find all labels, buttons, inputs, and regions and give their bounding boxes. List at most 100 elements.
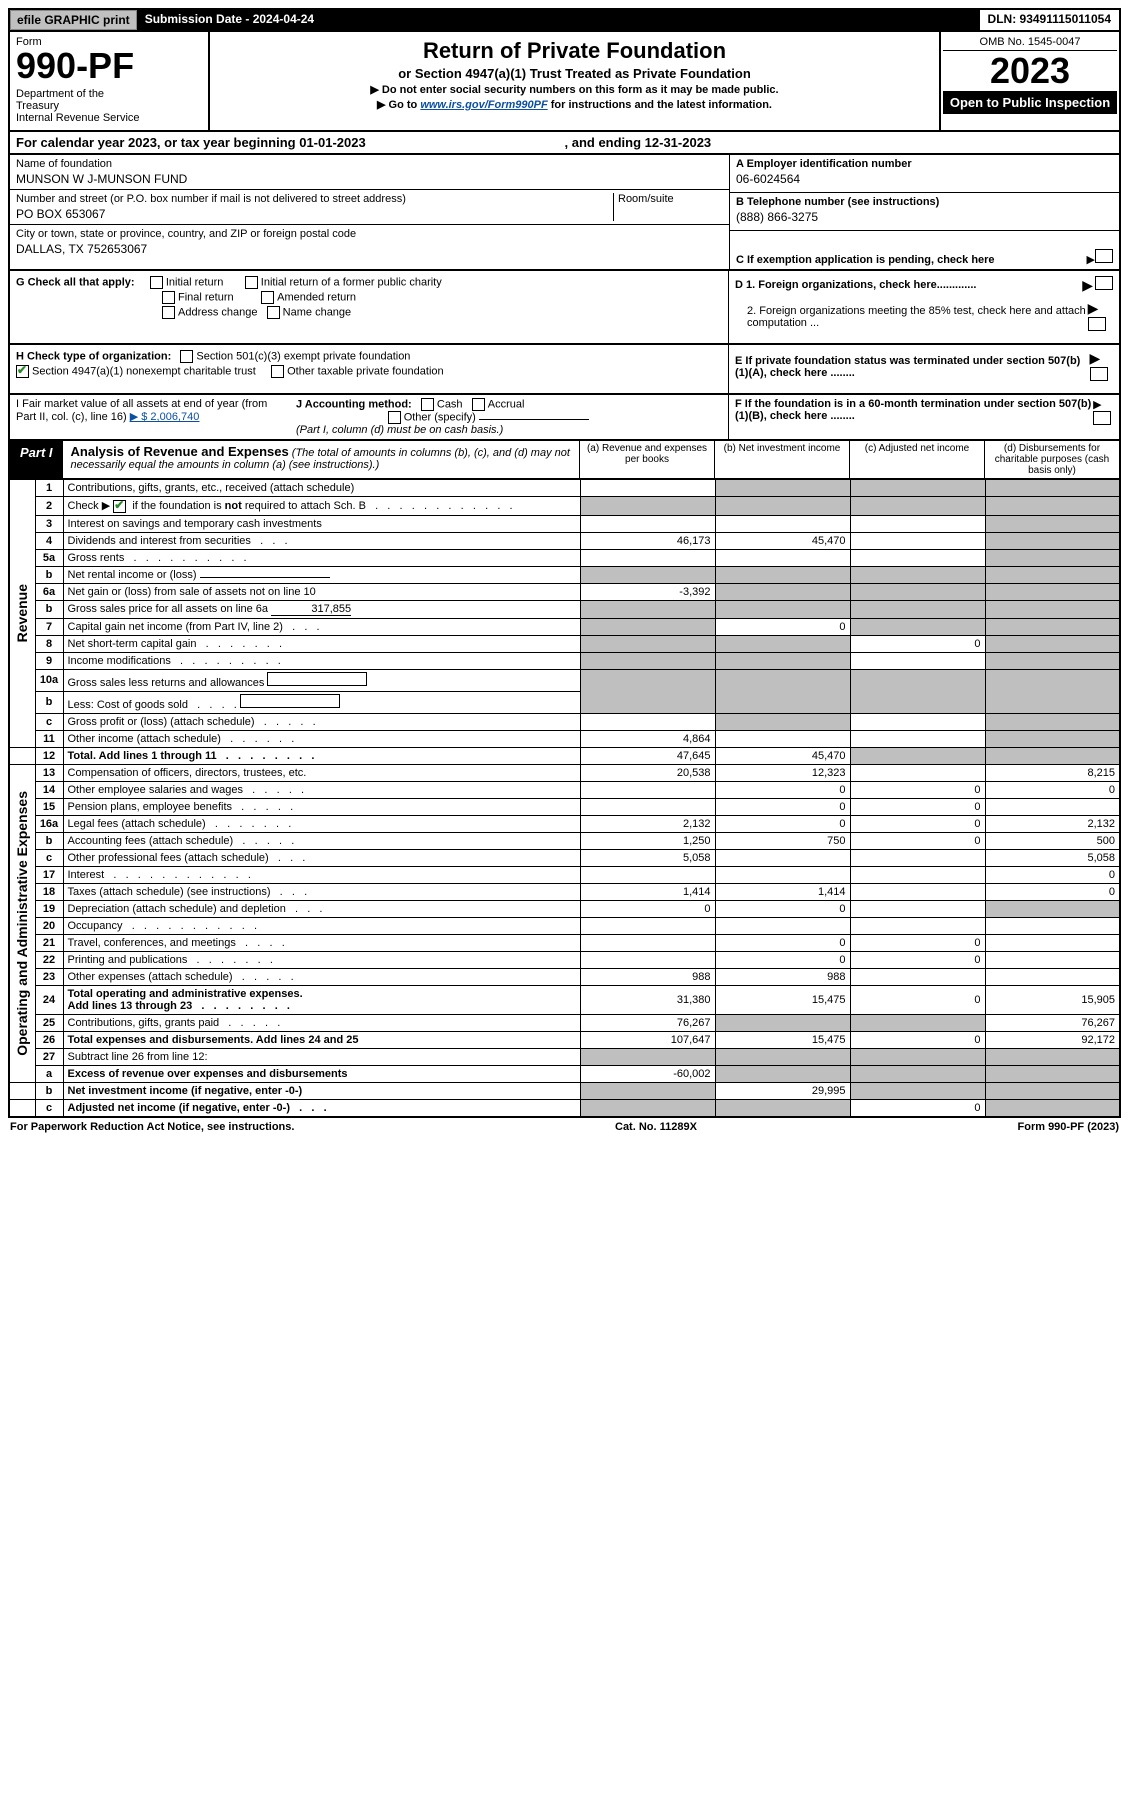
- form-subtitle: or Section 4947(a)(1) Trust Treated as P…: [218, 66, 931, 81]
- city-label: City or town, state or province, country…: [16, 228, 723, 240]
- table-row: 18Taxes (attach schedule) (see instructi…: [9, 883, 1120, 900]
- street-label: Number and street (or P.O. box number if…: [16, 193, 613, 205]
- form-title: Return of Private Foundation: [218, 38, 931, 64]
- table-row: Revenue 1Contributions, gifts, grants, e…: [9, 480, 1120, 497]
- table-row: cAdjusted net income (if negative, enter…: [9, 1099, 1120, 1117]
- j-accrual[interactable]: [472, 398, 485, 411]
- table-row: 12Total. Add lines 1 through 11 . . . . …: [9, 747, 1120, 764]
- e-label: E If private foundation status was termi…: [735, 355, 1080, 379]
- calendar-row: For calendar year 2023, or tax year begi…: [8, 132, 1121, 155]
- g-address-change[interactable]: [162, 306, 175, 319]
- h-4947[interactable]: [16, 365, 29, 378]
- street: PO BOX 653067: [16, 207, 613, 221]
- g-prefix: G Check all that apply:: [16, 276, 135, 288]
- g-final-return[interactable]: [162, 291, 175, 304]
- efile-print-button[interactable]: efile GRAPHIC print: [10, 10, 137, 30]
- f-checkbox[interactable]: [1093, 411, 1111, 425]
- table-row: cGross profit or (loss) (attach schedule…: [9, 713, 1120, 730]
- col-d-head: (d) Disbursements for charitable purpose…: [984, 441, 1119, 478]
- j-cash[interactable]: [421, 398, 434, 411]
- warn-link-line: ▶ Go to www.irs.gov/Form990PF for instru…: [218, 98, 931, 111]
- dept-treasury: Department of theTreasuryInternal Revenu…: [16, 88, 202, 124]
- revenue-label: Revenue: [14, 578, 30, 648]
- warn-ssn: ▶ Do not enter social security numbers o…: [218, 83, 931, 96]
- omb-number: OMB No. 1545-0047: [943, 34, 1117, 51]
- table-row: 6aNet gain or (loss) from sale of assets…: [9, 583, 1120, 600]
- f-label: F If the foundation is in a 60-month ter…: [735, 398, 1091, 422]
- table-row: 11Other income (attach schedule) . . . .…: [9, 730, 1120, 747]
- col-a-head: (a) Revenue and expenses per books: [579, 441, 714, 478]
- foundation-name: MUNSON W J-MUNSON FUND: [16, 172, 723, 186]
- d1-label: D 1. Foreign organizations, check here..…: [735, 279, 976, 291]
- table-row: 3Interest on savings and temporary cash …: [9, 515, 1120, 532]
- table-row: 7Capital gain net income (from Part IV, …: [9, 618, 1120, 635]
- table-row: 20Occupancy . . . . . . . . . . .: [9, 917, 1120, 934]
- table-row: 17Interest . . . . . . . . . . . .0: [9, 866, 1120, 883]
- c-checkbox[interactable]: [1095, 249, 1113, 263]
- submission-date: Submission Date - 2024-04-24: [137, 10, 980, 30]
- table-row: 15Pension plans, employee benefits . . .…: [9, 798, 1120, 815]
- j-note: (Part I, column (d) must be on cash basi…: [296, 424, 722, 436]
- table-row: 19Depreciation (attach schedule) and dep…: [9, 900, 1120, 917]
- identity-block: Name of foundation MUNSON W J-MUNSON FUN…: [8, 155, 1121, 271]
- table-row: 10aGross sales less returns and allowanc…: [9, 669, 1120, 691]
- table-row: 22Printing and publications . . . . . . …: [9, 951, 1120, 968]
- table-row: bNet rental income or (loss): [9, 566, 1120, 583]
- table-row: bAccounting fees (attach schedule) . . .…: [9, 832, 1120, 849]
- table-row: 5aGross rents . . . . . . . . . .: [9, 549, 1120, 566]
- col-b-head: (b) Net investment income: [714, 441, 849, 478]
- phone: (888) 866-3275: [736, 210, 1113, 224]
- col-c-head: (c) Adjusted net income: [849, 441, 984, 478]
- part1-table: Revenue 1Contributions, gifts, grants, e…: [8, 479, 1121, 1118]
- table-row: 16aLegal fees (attach schedule) . . . . …: [9, 815, 1120, 832]
- footer: For Paperwork Reduction Act Notice, see …: [8, 1118, 1121, 1136]
- i-amount[interactable]: ▶ $ 2,006,740: [130, 411, 200, 423]
- table-row: 21Travel, conferences, and meetings . . …: [9, 934, 1120, 951]
- table-row: 25Contributions, gifts, grants paid . . …: [9, 1014, 1120, 1031]
- j-prefix: J Accounting method:: [296, 398, 412, 410]
- g-amended[interactable]: [261, 291, 274, 304]
- g-d-block: G Check all that apply: Initial return I…: [8, 271, 1121, 345]
- irs-link[interactable]: www.irs.gov/Form990PF: [420, 99, 547, 111]
- g-name-change[interactable]: [267, 306, 280, 319]
- table-row: bNet investment income (if negative, ent…: [9, 1082, 1120, 1099]
- footer-mid: Cat. No. 11289X: [615, 1121, 697, 1133]
- g-initial-return[interactable]: [150, 276, 163, 289]
- footer-left: For Paperwork Reduction Act Notice, see …: [10, 1121, 294, 1133]
- part1-label: Part I: [10, 441, 63, 478]
- footer-right: Form 990-PF (2023): [1018, 1121, 1120, 1133]
- table-row: 8Net short-term capital gain . . . . . .…: [9, 635, 1120, 652]
- h-other-taxable[interactable]: [271, 365, 284, 378]
- name-label: Name of foundation: [16, 158, 723, 170]
- d1-checkbox[interactable]: [1095, 276, 1113, 290]
- table-row: 23Other expenses (attach schedule) . . .…: [9, 968, 1120, 985]
- expenses-label: Operating and Administrative Expenses: [14, 785, 30, 1062]
- schb-checkbox[interactable]: [113, 500, 126, 513]
- e-checkbox[interactable]: [1090, 367, 1108, 381]
- form-number: 990-PF: [16, 48, 202, 84]
- ein-label: A Employer identification number: [736, 158, 912, 170]
- table-row: aExcess of revenue over expenses and dis…: [9, 1065, 1120, 1082]
- h-prefix: H Check type of organization:: [16, 350, 171, 362]
- h-501c3[interactable]: [180, 350, 193, 363]
- table-row: cOther professional fees (attach schedul…: [9, 849, 1120, 866]
- table-row: bGross sales price for all assets on lin…: [9, 600, 1120, 618]
- d2-label: 2. Foreign organizations meeting the 85%…: [735, 305, 1088, 329]
- table-row: 26Total expenses and disbursements. Add …: [9, 1031, 1120, 1048]
- table-row: 9Income modifications . . . . . . . . .: [9, 652, 1120, 669]
- room-label: Room/suite: [618, 193, 723, 205]
- j-other[interactable]: [388, 411, 401, 424]
- d2-checkbox[interactable]: [1088, 317, 1106, 331]
- dln: DLN: 93491115011054: [980, 10, 1119, 30]
- ij-f-block: I Fair market value of all assets at end…: [8, 395, 1121, 441]
- part1-title: Analysis of Revenue and Expenses: [71, 444, 289, 459]
- form-header: Form 990-PF Department of theTreasuryInt…: [8, 32, 1121, 132]
- part1-header: Part I Analysis of Revenue and Expenses …: [8, 441, 1121, 479]
- g-initial-former[interactable]: [245, 276, 258, 289]
- year-end: , and ending 12-31-2023: [565, 135, 1114, 150]
- table-row: 27Subtract line 26 from line 12:: [9, 1048, 1120, 1065]
- h-e-block: H Check type of organization: Section 50…: [8, 345, 1121, 395]
- table-row: 24Total operating and administrative exp…: [9, 985, 1120, 1014]
- tax-year: 2023: [943, 53, 1117, 89]
- table-row: 14Other employee salaries and wages . . …: [9, 781, 1120, 798]
